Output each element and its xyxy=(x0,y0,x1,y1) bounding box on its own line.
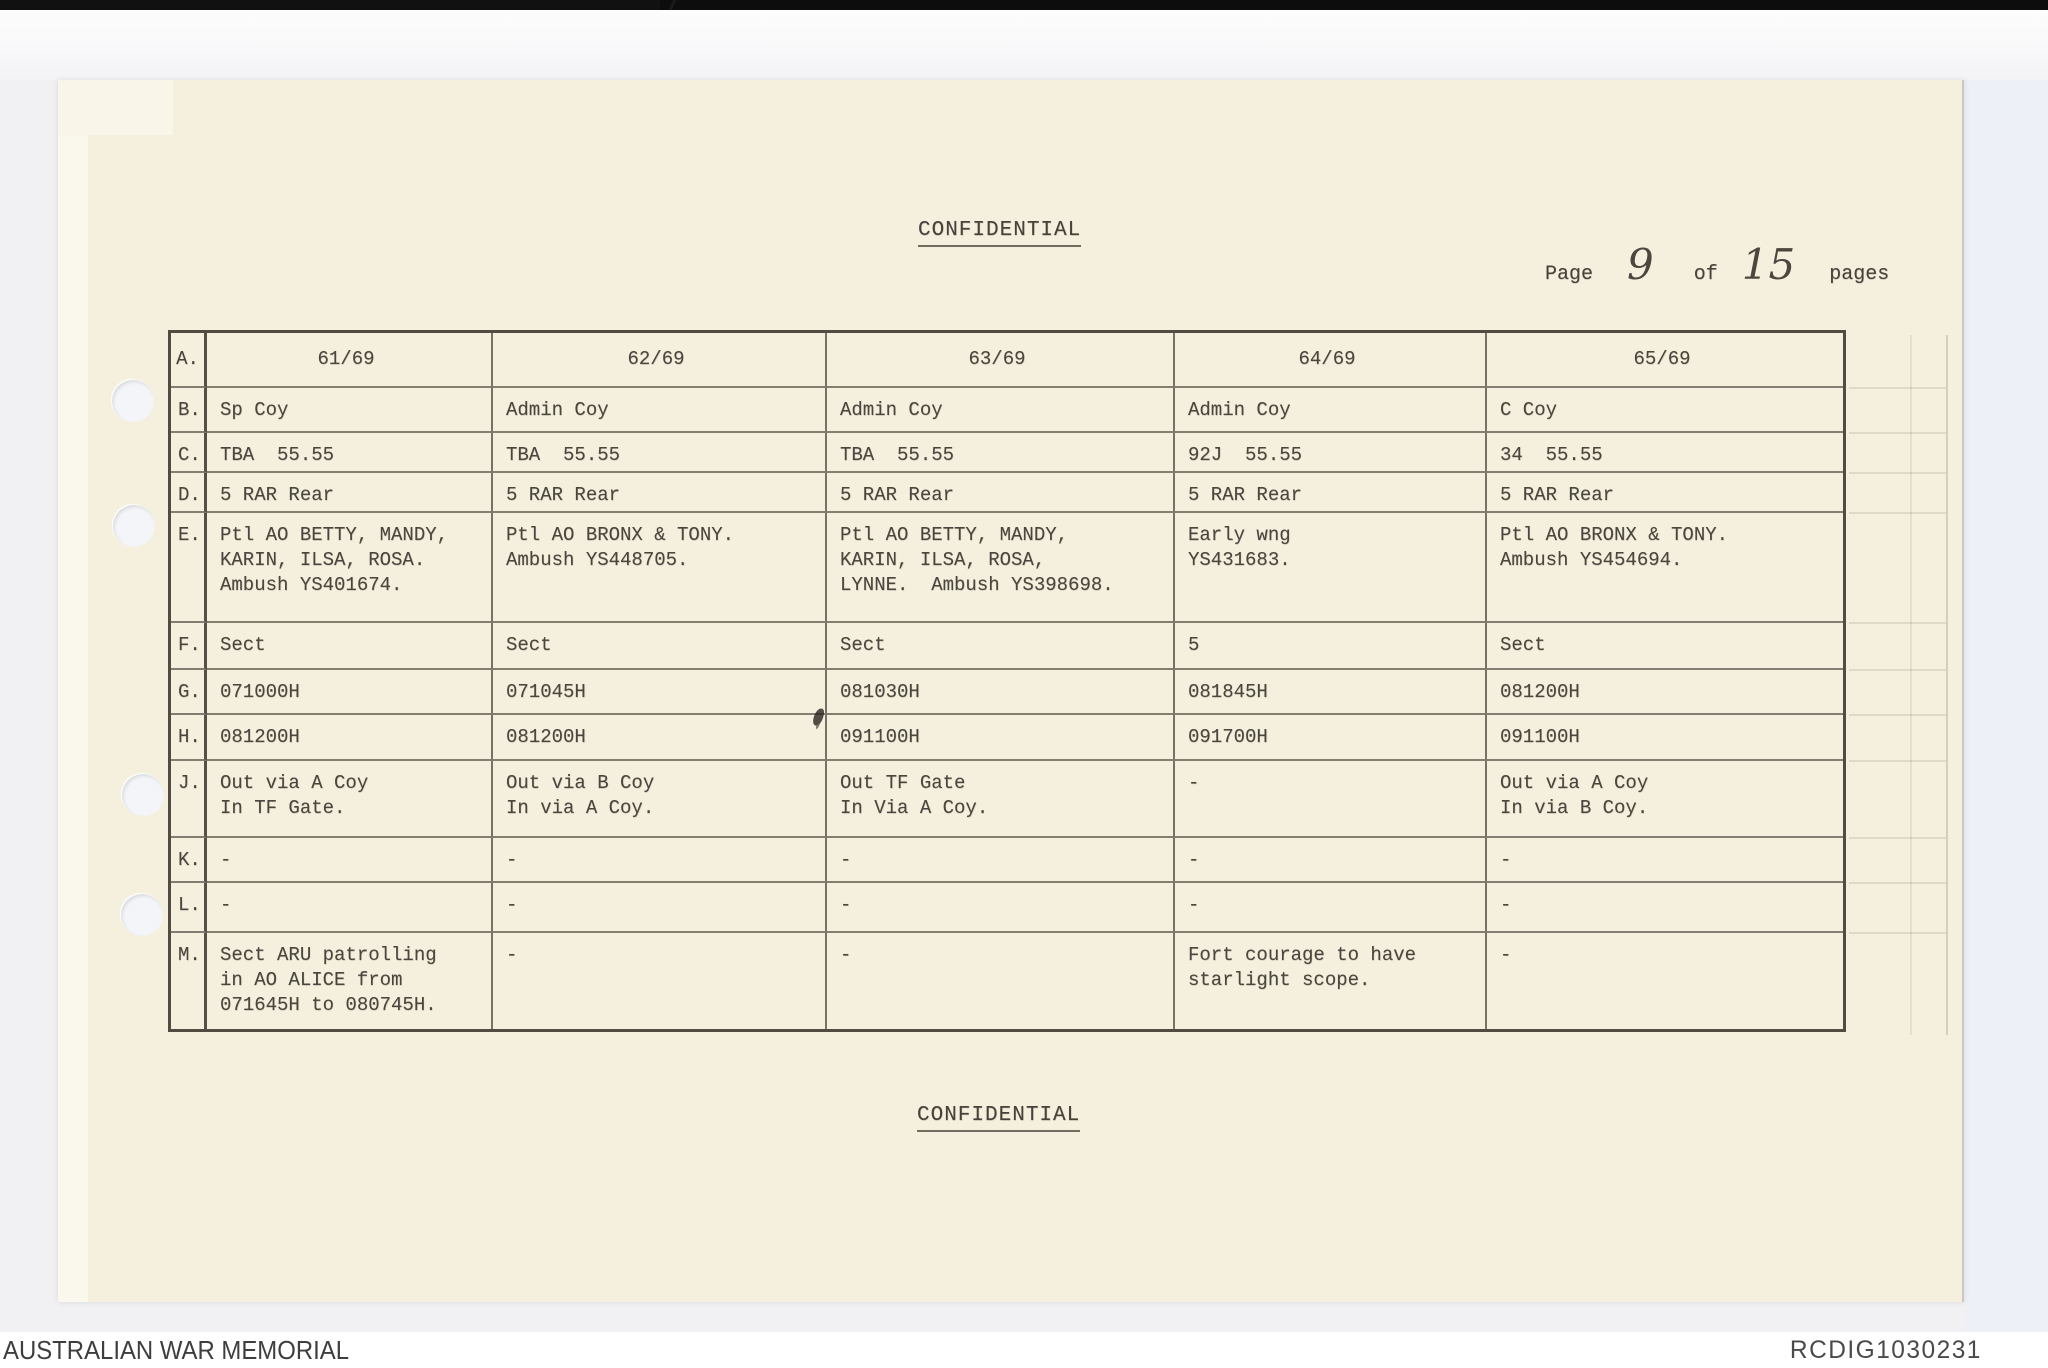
table-cell: 081200H xyxy=(1487,670,1843,715)
table-cell: TBA 55.55 xyxy=(827,433,1175,473)
table-cell: - xyxy=(1175,838,1487,883)
table-cell: Ptl AO BETTY, MANDY, KARIN, ILSA, ROSA. … xyxy=(207,513,493,623)
table-cell: Early wng YS431683. xyxy=(1175,513,1487,623)
row-label: C. xyxy=(171,433,207,473)
table-cell: TBA 55.55 xyxy=(493,433,827,473)
table-cell: 63/69 xyxy=(827,333,1175,388)
table-cell: 081030H xyxy=(827,670,1175,715)
table-cell: 5 RAR Rear xyxy=(1175,473,1487,513)
table-cell: - xyxy=(493,933,827,1029)
table-cell: TBA 55.55 xyxy=(207,433,493,473)
table-cell: 5 RAR Rear xyxy=(493,473,827,513)
table-cell: - xyxy=(1500,944,1512,966)
row-label: M. xyxy=(171,933,207,1029)
table-cell: 62/69 xyxy=(493,333,827,388)
table-cell: Ptl AO BETTY, MANDY, KARIN, ILSA, ROSA, … xyxy=(827,513,1175,623)
table-cell: - xyxy=(1175,761,1487,838)
table-cell: Ptl AO BRONX & TONY. Ambush YS448705. xyxy=(493,513,827,623)
table-cell: Admin Coy xyxy=(493,388,827,433)
paper-sheet xyxy=(58,80,1964,1302)
table-cell: C Coy xyxy=(1487,388,1843,433)
table-cell: 5 xyxy=(1175,623,1487,670)
row-label: G. xyxy=(171,670,207,715)
table-cell: 5 RAR Rear xyxy=(1487,473,1843,513)
table-cell: Fort courage to have starlight scope. xyxy=(1175,933,1487,1029)
table-cell: Sect xyxy=(827,623,1175,670)
table-cell: - xyxy=(1487,883,1843,933)
hole-punch xyxy=(113,505,155,547)
scan-top-band xyxy=(0,10,2048,80)
paper-left-edge xyxy=(58,80,88,1302)
table-cell: - xyxy=(827,933,1175,1029)
table-cell: - xyxy=(827,838,1175,883)
table-cell: 92J 55.55 xyxy=(1175,433,1487,473)
table-cell: Admin Coy xyxy=(827,388,1175,433)
table-cell: 081200H xyxy=(493,715,827,761)
hole-punch xyxy=(121,894,163,936)
scan-edge-black-bar-left xyxy=(0,0,660,13)
pages-label: pages xyxy=(1829,263,1890,286)
table-cell: - xyxy=(493,883,827,933)
table-cell: 091700H xyxy=(1175,715,1487,761)
table-cell: - xyxy=(1487,838,1843,883)
patrol-table: A. 61/69 62/69 63/69 64/69 65/69 B. Sp C… xyxy=(168,330,1846,1032)
table-cell: 5 RAR Rear xyxy=(827,473,1175,513)
table-cell: - xyxy=(1175,883,1487,933)
confidential-stamp-top: CONFIDENTIAL xyxy=(918,219,1082,247)
row-label: L. xyxy=(171,883,207,933)
scan-edge-black-bar xyxy=(0,0,2048,10)
row-label: E. xyxy=(171,513,207,623)
row-label: K. xyxy=(171,838,207,883)
total-pages-handwritten: 15 xyxy=(1741,240,1796,289)
table-cell: Sect xyxy=(207,623,493,670)
row-label: B. xyxy=(171,388,207,433)
table-cell: 071000H xyxy=(207,670,493,715)
row-label: D. xyxy=(171,473,207,513)
confidential-stamp-bottom: CONFIDENTIAL xyxy=(917,1104,1081,1132)
table-cell: 091100H xyxy=(1487,715,1843,761)
table-cell: Out via B Coy In via A Coy. xyxy=(493,761,827,838)
table-cell: 61/69 xyxy=(207,333,493,388)
row-label: H. xyxy=(171,715,207,761)
table-cell: - xyxy=(827,883,1175,933)
table-cell: Out via A Coy In via B Coy. xyxy=(1487,761,1843,838)
archive-footer-bar: AUSTRALIAN WAR MEMORIAL RCDIG1030231 xyxy=(0,1332,2048,1368)
page-label: Page xyxy=(1545,263,1594,286)
table-cell: 071045H xyxy=(493,670,827,715)
table-cell: Sect ARU patrolling in AO ALICE from 071… xyxy=(207,933,493,1029)
table-cell: 081845H xyxy=(1175,670,1487,715)
page-number-line: Page 9 of 15 pages xyxy=(1545,240,1890,289)
paper-right-edge xyxy=(1962,80,1964,1302)
table-cell: 34 55.55 xyxy=(1487,433,1843,473)
table-cell: 081200H xyxy=(207,715,493,761)
scan-right-band xyxy=(1966,80,2048,1332)
table-cell: Sect xyxy=(1487,623,1843,670)
row-label: J. xyxy=(171,761,207,838)
table-cell: 65/69 xyxy=(1487,333,1843,388)
row-label: A. xyxy=(171,333,207,388)
table-cell: 5 RAR Rear xyxy=(207,473,493,513)
table-cell: - xyxy=(493,838,827,883)
table-cell: - xyxy=(207,883,493,933)
archive-name: AUSTRALIAN WAR MEMORIAL xyxy=(3,1334,350,1365)
table-cell: - xyxy=(207,838,493,883)
hole-punch xyxy=(122,774,164,816)
table-cell: Out TF Gate In Via A Coy. xyxy=(827,761,1175,838)
table-cell: Admin Coy xyxy=(1175,388,1487,433)
archive-reference-id: RCDIG1030231 xyxy=(1790,1335,1982,1364)
table-cell: Sp Coy xyxy=(207,388,493,433)
table-cell: 64/69 xyxy=(1175,333,1487,388)
table-cell: Out via A Coy In TF Gate. xyxy=(207,761,493,838)
hole-punch xyxy=(112,380,154,422)
table-cell: 091100H xyxy=(827,715,1175,761)
page-number-handwritten: 9 xyxy=(1627,240,1654,289)
of-label: of xyxy=(1693,263,1718,286)
table-cell: Ptl AO BRONX & TONY. Ambush YS454694. xyxy=(1487,513,1843,623)
paper-top-corner xyxy=(58,80,173,135)
row-label: F. xyxy=(171,623,207,670)
table-cell: Sect xyxy=(493,623,827,670)
